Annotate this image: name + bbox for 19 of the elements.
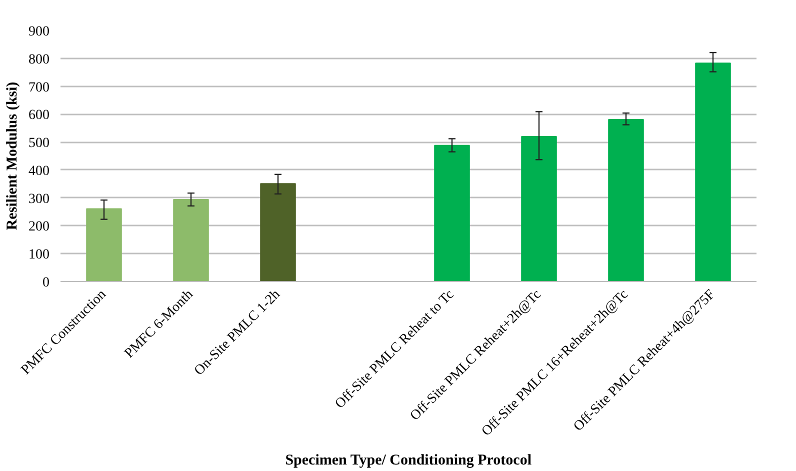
y-tick-label: 400 bbox=[28, 164, 50, 179]
y-tick-label: 0 bbox=[42, 276, 50, 290]
y-tick-label: 200 bbox=[28, 220, 50, 235]
y-axis-title: Resilient Modulus (ksi) bbox=[4, 82, 20, 230]
bar bbox=[173, 199, 209, 282]
bar bbox=[434, 144, 470, 282]
bar bbox=[86, 208, 122, 282]
y-tick-label: 700 bbox=[28, 80, 50, 96]
bar bbox=[521, 136, 557, 282]
bar bbox=[608, 118, 644, 282]
y-tick-label: 900 bbox=[28, 24, 50, 40]
bar bbox=[260, 183, 296, 282]
x-axis-title: Specimen Type/ Conditioning Protocol bbox=[285, 452, 532, 469]
y-tick-label: 800 bbox=[28, 52, 50, 68]
bar bbox=[695, 62, 731, 282]
y-tick-label: 300 bbox=[28, 192, 50, 207]
y-tick-label: 500 bbox=[28, 136, 50, 152]
y-tick-label: 600 bbox=[28, 108, 50, 124]
y-tick-label: 100 bbox=[28, 248, 50, 263]
